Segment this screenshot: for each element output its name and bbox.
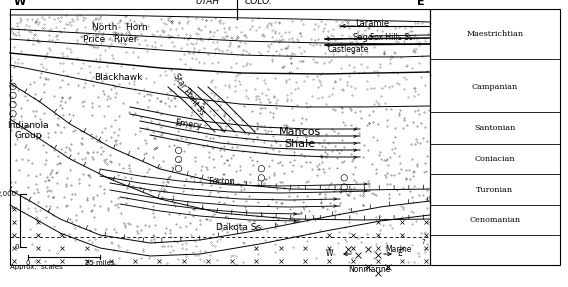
Text: Emery: Emery: [174, 118, 202, 130]
Text: Group: Group: [14, 131, 42, 139]
Text: Marine: Marine: [385, 245, 411, 255]
Text: Coniacian: Coniacian: [475, 155, 515, 163]
Text: W: W: [326, 249, 334, 259]
Text: Dakota Ss.: Dakota Ss.: [216, 222, 264, 232]
Text: W: W: [14, 0, 26, 7]
Text: Indianola: Indianola: [7, 121, 49, 129]
Text: North   Horn: North Horn: [92, 22, 148, 32]
Text: 0: 0: [26, 260, 30, 266]
Polygon shape: [10, 9, 430, 265]
Polygon shape: [10, 65, 430, 190]
Text: Nonmarine: Nonmarine: [348, 265, 390, 274]
Text: E: E: [417, 0, 425, 7]
Text: Santonian: Santonian: [474, 124, 516, 132]
Text: Mancos: Mancos: [279, 127, 321, 137]
Text: Price   River: Price River: [83, 36, 137, 44]
Text: Cenomanian: Cenomanian: [469, 216, 520, 224]
Text: 2,000': 2,000': [0, 191, 19, 197]
Text: Maestrichtian: Maestrichtian: [466, 30, 524, 38]
Text: Sego: Sego: [353, 34, 374, 42]
Text: Approx.  scales: Approx. scales: [10, 264, 62, 270]
Text: Campanian: Campanian: [472, 83, 518, 91]
Text: 0: 0: [15, 244, 19, 250]
Text: Blackhawk: Blackhawk: [94, 73, 142, 82]
Polygon shape: [430, 9, 560, 265]
Text: ?: ?: [421, 239, 425, 245]
Text: Shale: Shale: [285, 139, 316, 149]
Text: E: E: [398, 249, 402, 259]
Text: UTAH: UTAH: [196, 0, 220, 7]
Text: 25 miles: 25 miles: [85, 260, 115, 266]
Text: Laramie: Laramie: [355, 20, 389, 28]
Text: Star Point Ss.: Star Point Ss.: [172, 71, 208, 119]
Text: COLO.: COLO.: [245, 0, 273, 7]
Text: Castlegate: Castlegate: [327, 46, 369, 55]
Text: Turonian: Turonian: [477, 186, 513, 194]
Text: Fox Hills Ss.: Fox Hills Ss.: [370, 32, 416, 42]
Polygon shape: [10, 205, 430, 265]
Text: Ferron: Ferron: [208, 177, 236, 185]
